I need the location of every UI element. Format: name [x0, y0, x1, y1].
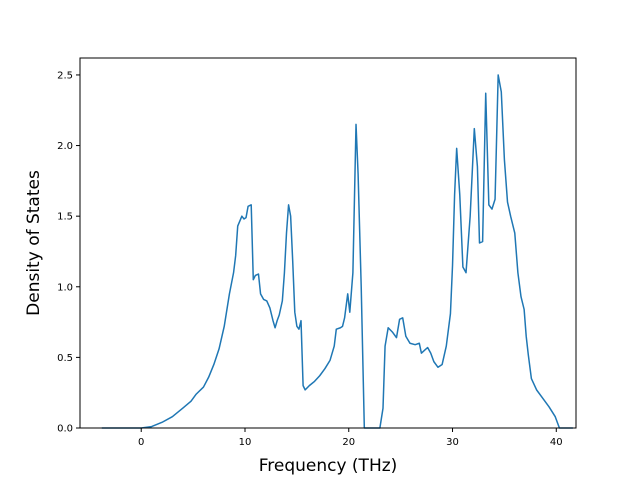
x-tick-label: 20: [342, 437, 355, 448]
x-tick-label: 40: [550, 437, 563, 448]
y-tick-label: 0.5: [57, 353, 73, 364]
x-tick-label: 10: [239, 437, 252, 448]
y-tick-label: 0.0: [57, 424, 73, 435]
x-tick-label: 30: [446, 437, 459, 448]
plot-content: [101, 74, 573, 429]
plot-area: [80, 58, 576, 428]
x-axis-label: Frequency (THz): [259, 456, 398, 476]
y-tick-label: 2.5: [57, 70, 73, 81]
y-tick-label: 1.0: [57, 282, 73, 293]
y-axis-label: Density of States: [24, 170, 44, 316]
x-tick-label: 0: [138, 437, 144, 448]
dos-series-line: [101, 74, 573, 429]
x-axis-ticks: 0 10 20 30 40: [138, 428, 563, 448]
y-tick-label: 1.5: [57, 212, 73, 223]
y-tick-label: 2.0: [57, 141, 73, 152]
plot-frame: [79, 57, 577, 429]
y-axis-ticks: 0.0 0.5 1.0 1.5 2.0 2.5: [57, 70, 80, 435]
